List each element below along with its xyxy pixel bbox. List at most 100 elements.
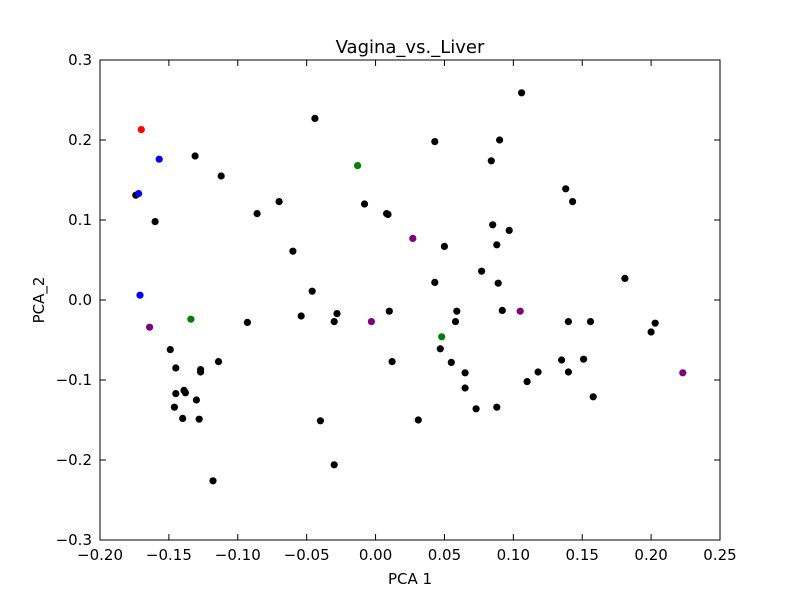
data-point: [388, 358, 396, 366]
data-point: [447, 358, 455, 366]
data-point: [155, 155, 163, 163]
data-point: [523, 378, 531, 386]
x-tick-label: −0.20: [77, 546, 123, 564]
data-point: [496, 136, 504, 144]
data-point: [316, 417, 324, 425]
data-point: [243, 318, 251, 326]
data-point: [146, 323, 154, 331]
data-point: [192, 396, 200, 404]
data-point: [367, 318, 375, 326]
y-tick-label: 0.0: [68, 291, 92, 309]
data-point: [564, 368, 573, 376]
data-point: [493, 241, 501, 249]
data-point: [187, 315, 195, 323]
x-tick-label: 0.15: [566, 546, 599, 564]
data-point: [589, 393, 597, 401]
data-point: [647, 328, 655, 336]
y-tick-label: −0.3: [56, 531, 92, 549]
data-point: [275, 198, 283, 206]
data-point: [414, 416, 422, 424]
x-axis: −0.20 −0.15 −0.10 −0.05 0.00 0.05 0.10 0.15 0.20…: [77, 60, 737, 564]
data-point: [518, 89, 526, 97]
data-point: [384, 210, 392, 218]
data-point: [172, 364, 180, 372]
y-tick-label: 0.3: [68, 51, 92, 69]
data-point: [431, 278, 439, 286]
data-point: [516, 307, 524, 315]
data-point: [214, 358, 223, 366]
data-point: [166, 346, 174, 354]
x-tick-label: −0.10: [215, 546, 261, 564]
data-point: [461, 384, 469, 392]
y-axis: −0.3 −0.2 −0.1 0.0 0.1 0.2 0.3: [56, 51, 720, 549]
data-point: [487, 157, 495, 165]
x-tick-label: 0.00: [359, 546, 392, 564]
data-point: [333, 310, 341, 318]
data-point: [478, 267, 486, 275]
scatter-points: [132, 89, 687, 485]
data-point: [197, 368, 205, 376]
data-point: [489, 221, 497, 229]
y-tick-label: 0.1: [68, 211, 92, 229]
data-point: [297, 312, 305, 320]
data-point: [330, 461, 338, 469]
data-point: [360, 200, 369, 208]
x-tick-label: 0.25: [703, 546, 736, 564]
data-point: [217, 172, 225, 180]
data-point: [136, 291, 144, 299]
data-point: [191, 152, 199, 160]
data-point: [451, 318, 460, 326]
data-point: [308, 287, 316, 295]
data-point: [135, 190, 143, 198]
data-point: [453, 307, 461, 315]
data-point: [679, 369, 687, 377]
x-tick-label: 0.10: [497, 546, 530, 564]
data-point: [493, 403, 501, 411]
data-point: [569, 198, 577, 206]
data-point: [253, 210, 261, 218]
data-point: [586, 318, 595, 326]
data-point: [195, 415, 203, 423]
data-point: [172, 390, 180, 398]
data-point: [137, 126, 145, 134]
data-point: [562, 185, 570, 193]
data-point: [354, 162, 362, 170]
data-point: [534, 368, 542, 376]
data-point: [580, 355, 588, 363]
data-point: [651, 319, 659, 327]
x-axis-label: PCA 1: [388, 570, 432, 588]
data-point: [498, 306, 506, 314]
data-point: [311, 114, 319, 122]
data-point: [438, 333, 446, 341]
data-point: [181, 389, 189, 397]
data-point: [209, 477, 217, 485]
y-tick-label: −0.1: [56, 371, 92, 389]
y-tick-label: −0.2: [56, 451, 92, 469]
x-tick-label: 0.05: [428, 546, 461, 564]
data-point: [431, 138, 439, 146]
data-point: [505, 226, 513, 234]
data-point: [170, 403, 178, 411]
data-point: [472, 405, 480, 413]
x-tick-label: −0.15: [146, 546, 192, 564]
data-point: [461, 369, 469, 377]
data-point: [621, 274, 629, 282]
data-point: [289, 247, 297, 255]
y-tick-label: 0.2: [68, 131, 92, 149]
chart-title: Vagina_vs._Liver: [336, 37, 485, 58]
x-tick-label: 0.20: [634, 546, 667, 564]
data-point: [409, 234, 417, 242]
data-point: [564, 318, 573, 326]
data-point: [179, 414, 187, 422]
data-point: [330, 318, 338, 326]
y-axis-label: PCA_2: [30, 277, 49, 324]
data-point: [151, 218, 159, 226]
data-point: [440, 242, 448, 250]
x-tick-label: −0.05: [284, 546, 330, 564]
data-point: [385, 307, 393, 315]
data-point: [436, 345, 444, 353]
data-point: [558, 356, 566, 364]
data-point: [494, 279, 502, 287]
